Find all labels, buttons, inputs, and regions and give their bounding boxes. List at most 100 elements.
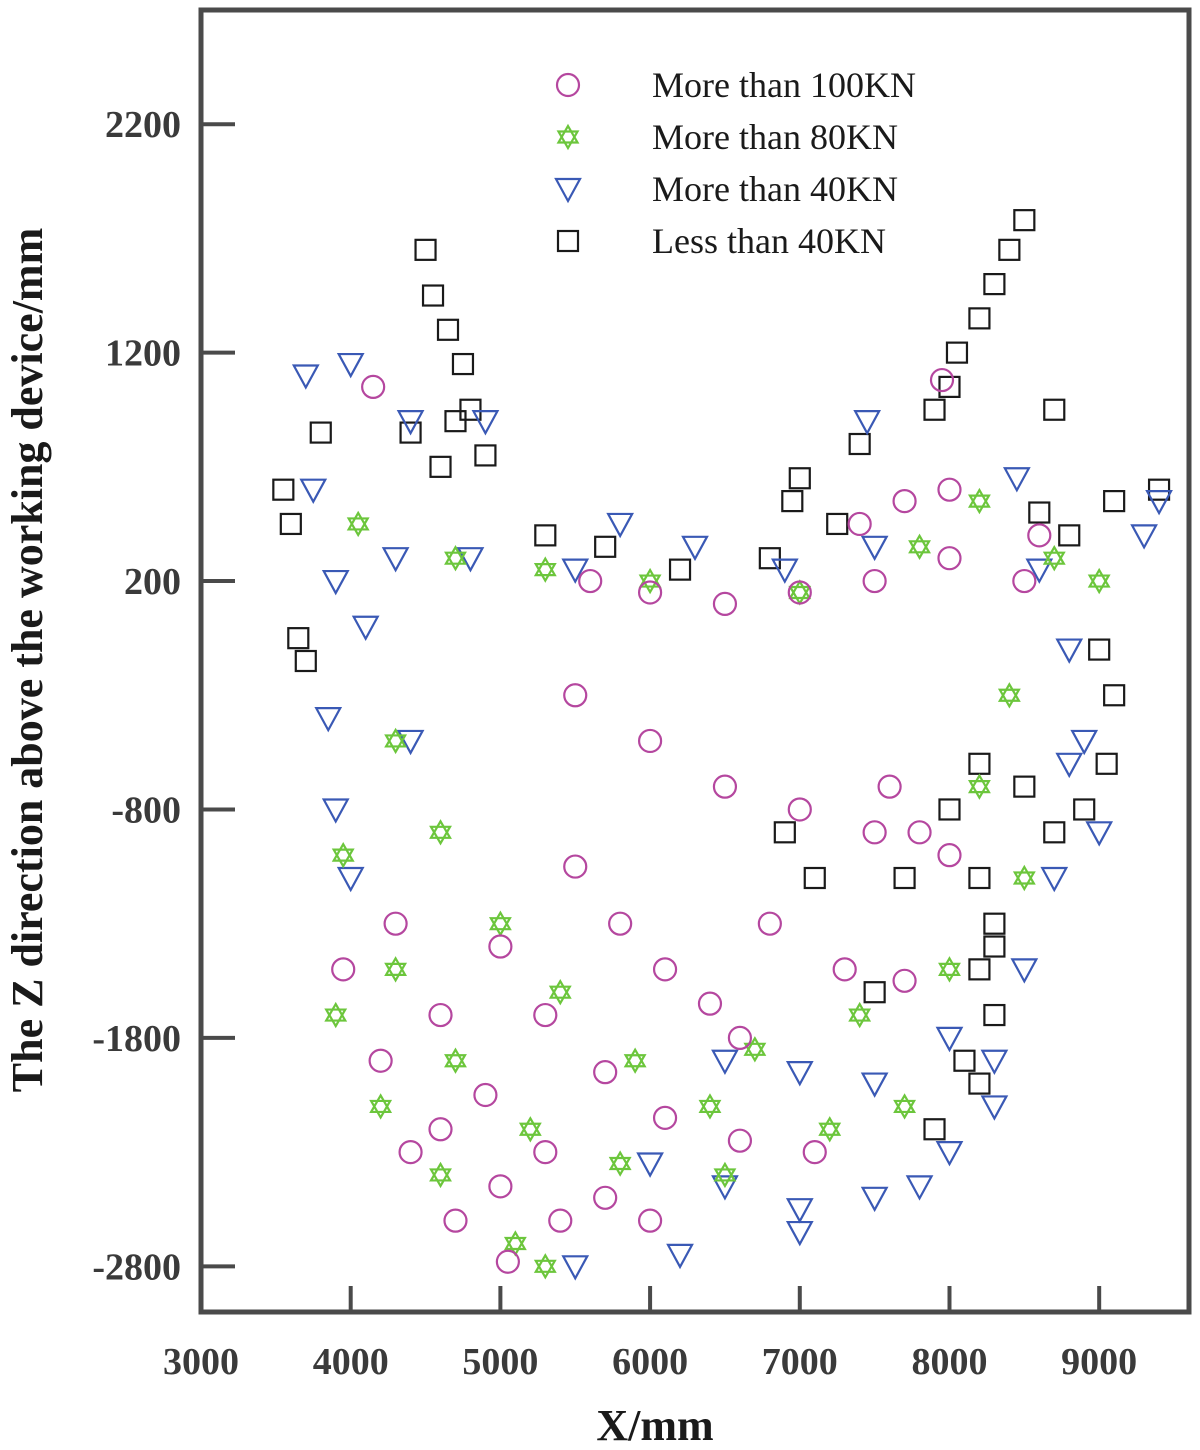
point-more-than-80kn [788,579,812,606]
point-less-than-40kn [272,478,295,501]
point-more-than-80kn [713,1161,737,1189]
point-more-than-80kn [429,819,452,846]
point-more-than-40kn [1002,467,1031,493]
point-less-than-40kn [444,410,467,433]
legend-label-more-than-40kn: More than 40KN [652,169,898,209]
point-more-than-80kn [818,1116,842,1143]
point-less-than-40kn [279,512,302,536]
point-more-than-100kn [578,568,603,594]
point-more-than-40kn [785,1061,814,1087]
point-more-than-40kn [606,512,635,539]
point-less-than-40kn [1043,398,1066,421]
point-more-than-100kn [862,820,887,845]
point-less-than-40kn [923,398,946,421]
point-more-than-40kn [561,1255,590,1281]
point-less-than-40kn [758,547,781,570]
point-more-than-80kn [518,1116,542,1143]
point-more-than-100kn [428,1117,453,1142]
legend: More than 100KN More than 80KN More than 4… [554,65,916,261]
point-more-than-100kn [443,1208,468,1233]
point-more-than-80kn [331,841,355,869]
point-more-than-40kn [1130,524,1158,550]
point-less-than-40kn [459,398,482,421]
point-less-than-40kn [983,273,1006,296]
point-less-than-40kn [968,752,991,775]
point-more-than-100kn [892,968,917,993]
legend-marker-more-than-100kn [555,72,581,98]
point-less-than-40kn [983,1003,1006,1027]
point-less-than-40kn [1013,775,1036,798]
point-more-than-40kn [1085,821,1114,847]
point-more-than-40kn [860,1186,889,1213]
point-less-than-40kn [953,1049,976,1072]
point-more-than-80kn [698,1093,722,1120]
point-more-than-80kn [488,910,512,937]
point-less-than-40kn [1103,684,1126,707]
legend-marker-more-than-40kn [554,177,582,204]
point-more-than-40kn [1145,490,1173,516]
point-less-than-40kn [968,866,991,890]
point-less-than-40kn [848,432,871,456]
point-less-than-40kn [668,558,692,581]
point-more-than-100kn [652,1105,678,1130]
point-more-than-40kn [1010,958,1039,984]
point-more-than-100kn [608,911,633,936]
point-more-than-100kn [488,934,513,959]
point-less-than-40kn [863,981,886,1004]
point-more-than-40kn [299,478,328,504]
point-less-than-40kn [945,341,969,364]
point-more-than-40kn [980,1095,1009,1121]
point-more-than-80kn [548,979,572,1006]
point-more-than-40kn [853,410,882,436]
point-more-than-80kn [429,1161,452,1189]
point-more-than-80kn [848,1001,872,1029]
point-less-than-40kn [474,444,497,467]
point-more-than-40kn [396,410,425,436]
point-more-than-100kn [383,911,408,936]
point-less-than-40kn [451,352,475,376]
point-less-than-40kn [594,535,617,558]
point-more-than-100kn [877,774,902,799]
point-more-than-100kn [937,546,962,571]
point-more-than-100kn [637,580,663,605]
point-less-than-40kn [309,421,332,444]
point-less-than-40kn [826,512,849,536]
point-more-than-100kn [1012,568,1037,594]
legend-label-less-than-40kn: Less than 40KN [652,221,886,261]
point-more-than-40kn [681,535,709,562]
x-tick-label: 4000 [313,1341,389,1383]
point-more-than-100kn [548,1208,573,1233]
point-more-than-40kn [336,352,365,379]
point-less-than-40kn [1103,490,1126,513]
y-tick-label: -2800 [92,1246,181,1288]
x-tick-label: 7000 [762,1341,838,1383]
y-axis-title: The Z direction above the working device… [3,228,52,1092]
x-tick-label: 6000 [612,1341,688,1383]
point-more-than-80kn [1012,864,1036,892]
point-more-than-100kn [637,1208,663,1233]
point-more-than-80kn [893,1093,917,1120]
point-more-than-100kn [652,957,678,982]
point-less-than-40kn [938,375,961,398]
point-less-than-40kn [399,421,422,444]
point-more-than-100kn [331,957,356,982]
point-more-than-100kn [892,489,917,514]
point-more-than-100kn [787,797,812,822]
point-more-than-80kn [997,682,1021,709]
point-more-than-100kn [937,477,962,502]
point-more-than-80kn [638,567,662,595]
point-more-than-100kn [593,1185,618,1210]
point-less-than-40kn [998,238,1021,261]
y-tick-label: -1800 [92,1018,181,1060]
point-less-than-40kn [1088,638,1111,661]
point-more-than-100kn [593,1060,618,1085]
point-less-than-40kn [1058,524,1081,547]
point-more-than-40kn [321,569,350,596]
point-more-than-100kn [937,843,962,868]
point-more-than-100kn [697,991,723,1016]
point-more-than-40kn [336,866,365,893]
point-more-than-80kn [1087,567,1111,595]
point-more-than-40kn [770,558,799,584]
point-more-than-40kn [636,1152,664,1178]
